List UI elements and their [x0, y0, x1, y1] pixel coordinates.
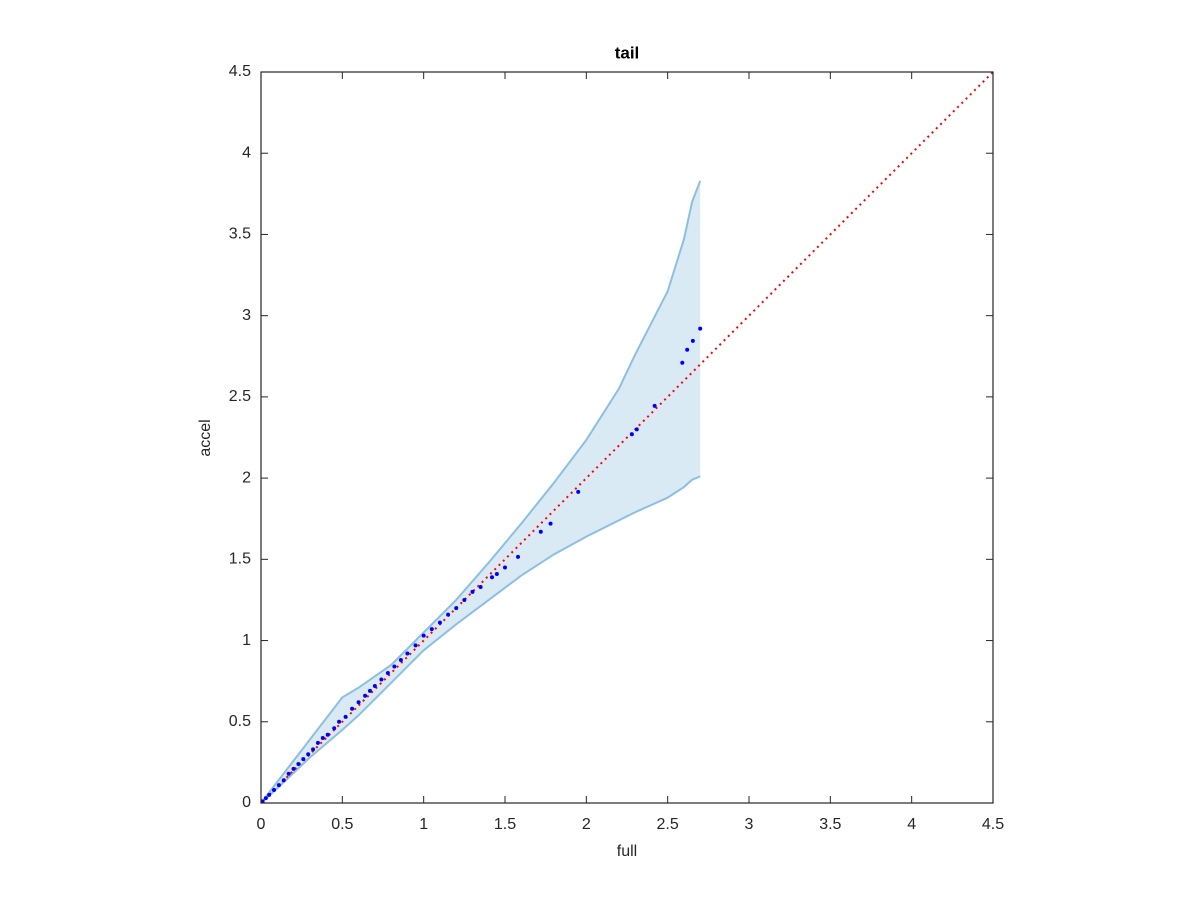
- point: [685, 347, 690, 352]
- x-tick-label: 3: [745, 816, 754, 833]
- point: [680, 360, 685, 365]
- point: [698, 326, 703, 331]
- point: [462, 597, 467, 602]
- point: [315, 740, 320, 745]
- point: [413, 643, 418, 648]
- point: [478, 584, 483, 589]
- y-tick-label: 3.5: [229, 226, 251, 243]
- point: [356, 700, 361, 705]
- point: [311, 747, 316, 752]
- point: [276, 783, 281, 788]
- point: [301, 757, 306, 762]
- point: [350, 706, 355, 711]
- point: [385, 671, 390, 676]
- point: [538, 529, 543, 534]
- point: [332, 726, 337, 731]
- point: [437, 620, 442, 625]
- x-tick-label: 1.5: [494, 816, 516, 833]
- point: [306, 752, 311, 757]
- point: [263, 796, 268, 801]
- y-tick-label: 2.5: [229, 388, 251, 405]
- point: [363, 693, 368, 698]
- point: [272, 788, 277, 793]
- point: [267, 792, 272, 797]
- point: [325, 732, 330, 737]
- y-axis-label: accel: [197, 419, 214, 456]
- point: [576, 489, 581, 494]
- point: [494, 571, 499, 576]
- point: [503, 565, 507, 570]
- point: [652, 403, 657, 408]
- y-tick-label: 4.5: [229, 63, 251, 80]
- point: [489, 575, 494, 580]
- point: [454, 606, 459, 611]
- point: [470, 589, 475, 594]
- y-tick-label: 2: [242, 469, 251, 486]
- chart-title: tail: [615, 43, 640, 62]
- point: [421, 633, 426, 638]
- x-tick-label: 4: [907, 816, 916, 833]
- x-tick-label: 4.5: [982, 816, 1004, 833]
- point: [337, 719, 342, 724]
- point: [291, 766, 296, 771]
- x-tick-label: 2.5: [657, 816, 679, 833]
- y-tick-label: 0: [242, 794, 251, 811]
- point: [320, 736, 325, 741]
- point: [634, 427, 639, 432]
- point: [260, 799, 265, 804]
- point: [367, 688, 372, 693]
- axes-box: [260, 71, 994, 804]
- point: [379, 677, 384, 682]
- y-tick-label: 1.5: [229, 551, 251, 568]
- point: [629, 432, 634, 437]
- y-tick-label: 1: [242, 632, 251, 649]
- point: [281, 778, 286, 783]
- band-lower: [260, 475, 701, 804]
- reference-line: [260, 71, 994, 804]
- band-upper: [260, 180, 702, 804]
- x-tick-label: 3.5: [819, 816, 841, 833]
- point: [690, 338, 695, 343]
- point: [405, 651, 410, 656]
- point: [516, 554, 521, 559]
- point: [398, 658, 403, 663]
- point: [392, 664, 397, 669]
- point: [296, 762, 301, 767]
- point: [446, 612, 451, 617]
- x-tick-label: 0.5: [331, 816, 353, 833]
- point: [429, 627, 434, 632]
- point: [548, 521, 553, 526]
- x-tick-label: 1: [419, 816, 428, 833]
- x-tick-label: 0: [257, 816, 266, 833]
- x-tick-label: 2: [582, 816, 591, 833]
- y-tick-label: 4: [242, 144, 251, 161]
- point: [372, 684, 377, 689]
- point: [343, 714, 348, 719]
- y-tick-label: 0.5: [229, 713, 251, 730]
- x-axis-label: full: [617, 843, 637, 860]
- band-fill: [261, 180, 701, 804]
- point: [286, 771, 291, 776]
- y-tick-label: 3: [242, 307, 251, 324]
